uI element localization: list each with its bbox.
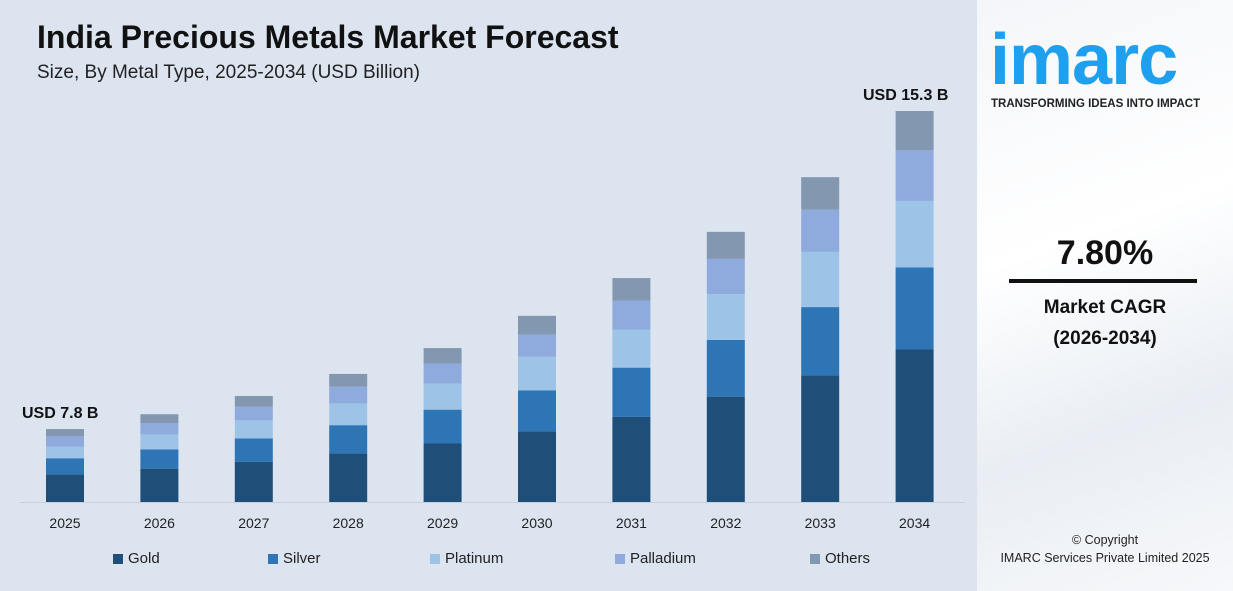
bar-segment-gold-2030 — [518, 431, 556, 502]
legend-label: Platinum — [445, 550, 504, 567]
bar-segment-silver-2031 — [612, 367, 651, 417]
bar-segment-platinum-2025 — [46, 446, 84, 459]
bar-segment-platinum-2027 — [234, 420, 273, 439]
legend-label: Palladium — [630, 550, 696, 567]
bar-segment-palladium-2033 — [801, 209, 840, 252]
bar-segment-silver-2034 — [895, 267, 934, 350]
x-tick-label: 2034 — [899, 515, 930, 531]
bar-segment-silver-2029 — [423, 409, 462, 444]
bar-segment-platinum-2026 — [140, 434, 179, 450]
x-tick-label: 2030 — [521, 515, 552, 531]
imarc-logo: imarc — [990, 20, 1178, 100]
bar-segment-silver-2028 — [329, 425, 368, 454]
bar-segment-platinum-2029 — [423, 383, 462, 410]
bar-segment-others-2031 — [612, 278, 651, 301]
cagr-label: Market CAGR — [1043, 297, 1167, 318]
chart-title: India Precious Metals Market Forecast — [37, 19, 619, 55]
legend-swatch — [113, 554, 123, 564]
x-tick-label: 2032 — [710, 515, 741, 531]
bar-segment-palladium-2027 — [234, 406, 273, 421]
legend-item-gold: Gold — [113, 550, 160, 568]
bar-segment-silver-2025 — [46, 458, 84, 475]
x-tick-label: 2029 — [427, 515, 458, 531]
bar-segment-palladium-2028 — [329, 386, 368, 404]
bar-segment-palladium-2034 — [895, 150, 934, 201]
bar-segment-platinum-2032 — [706, 293, 745, 340]
bar-segment-palladium-2030 — [518, 334, 556, 357]
bar-segment-gold-2033 — [801, 375, 840, 502]
chart-subtitle: Size, By Metal Type, 2025-2034 (USD Bill… — [37, 62, 420, 83]
bar-segment-others-2025 — [46, 429, 84, 437]
cagr-value: 7.80% — [1056, 234, 1154, 272]
cagr-period: (2026-2034) — [1053, 328, 1157, 349]
bar-segment-gold-2031 — [612, 416, 651, 502]
legend-item-others: Others — [810, 550, 870, 568]
legend-swatch — [268, 554, 278, 564]
x-tick-label: 2033 — [805, 515, 836, 531]
bar-segment-gold-2027 — [234, 461, 273, 502]
bar-segment-palladium-2025 — [46, 436, 84, 447]
bar-segment-others-2026 — [140, 414, 179, 423]
bar-segment-palladium-2029 — [423, 363, 462, 384]
bar-segment-platinum-2031 — [612, 329, 651, 368]
copyright: © Copyright — [1071, 533, 1139, 547]
legend-item-silver: Silver — [268, 550, 321, 568]
logo-tagline: TRANSFORMING IDEAS INTO IMPACT — [991, 98, 1201, 110]
legend-label: Gold — [128, 550, 160, 567]
company-name: IMARC Services Private Limited 2025 — [1000, 551, 1210, 565]
bar-segment-platinum-2030 — [518, 356, 556, 391]
legend-swatch — [430, 554, 440, 564]
bar-segment-gold-2026 — [140, 468, 179, 502]
bar-segment-others-2028 — [329, 373, 368, 387]
bar-segment-silver-2032 — [706, 339, 745, 397]
data-label-last: USD 15.3 B — [863, 87, 948, 104]
bar-segment-gold-2034 — [895, 349, 934, 502]
bar-segment-palladium-2031 — [612, 300, 651, 330]
bar-segment-others-2029 — [423, 348, 462, 364]
bar-segment-gold-2032 — [706, 396, 745, 502]
info-panel — [977, 0, 1233, 591]
bar-segment-silver-2033 — [801, 307, 840, 376]
bar-segment-others-2030 — [518, 315, 556, 335]
stacked-bar-chart: 2025 2026 2027 2028 2029 2030 2031 2032 2033 2034… — [20, 87, 965, 531]
bar-segment-silver-2026 — [140, 449, 179, 469]
legend-swatch — [615, 554, 625, 564]
data-label-first: USD 7.8 B — [22, 405, 98, 422]
bar-segment-silver-2030 — [518, 390, 556, 432]
legend-item-palladium: Palladium — [615, 550, 696, 568]
bar-segment-platinum-2033 — [801, 251, 840, 308]
bar-segment-palladium-2032 — [706, 258, 745, 294]
legend-label: Silver — [283, 550, 321, 567]
x-tick-label: 2025 — [49, 515, 80, 531]
legend-label: Others — [825, 550, 871, 567]
bar-segment-platinum-2028 — [329, 403, 368, 426]
legend-swatch — [810, 554, 820, 564]
bar-segment-silver-2027 — [234, 438, 273, 462]
bar-segment-platinum-2034 — [895, 200, 934, 268]
bar-segment-palladium-2026 — [140, 422, 179, 435]
x-tick-label: 2031 — [616, 515, 647, 531]
legend-item-platinum: Platinum — [430, 550, 503, 568]
bar-segment-gold-2025 — [46, 474, 84, 502]
x-tick-label: 2027 — [238, 515, 269, 531]
bar-segment-others-2027 — [234, 395, 273, 407]
bar-segment-others-2034 — [895, 111, 934, 151]
x-tick-label: 2026 — [144, 515, 175, 531]
bar-segment-gold-2028 — [329, 453, 368, 502]
bar-segment-others-2032 — [706, 231, 745, 259]
cagr-divider — [1009, 279, 1197, 283]
bar-segment-others-2033 — [801, 177, 840, 210]
x-tick-label: 2028 — [333, 515, 364, 531]
bar-segment-gold-2029 — [423, 443, 462, 502]
